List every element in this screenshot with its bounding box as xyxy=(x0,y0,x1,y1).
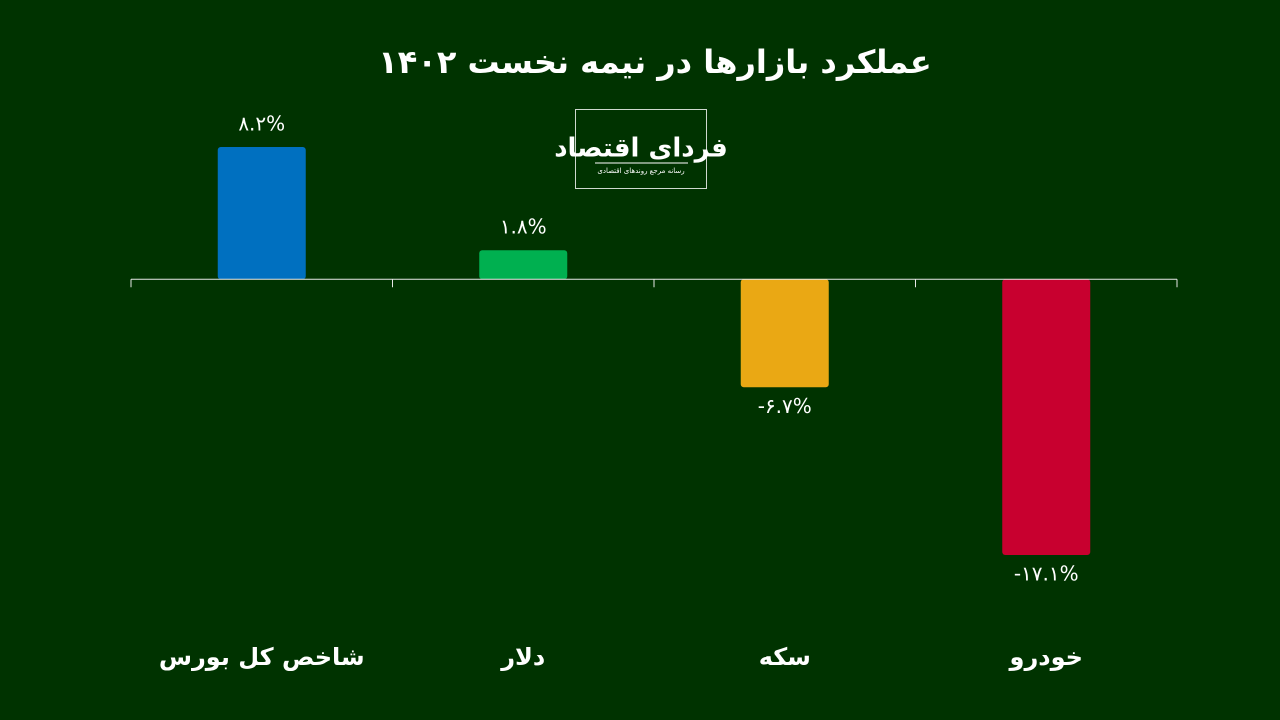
bar xyxy=(1002,279,1091,555)
logo-subtitle: رسانه مرجع روندهای اقتصادی xyxy=(597,167,684,175)
category-label: خودرو xyxy=(1009,643,1083,671)
logo-title: فردای اقتصاد xyxy=(554,134,728,164)
bar xyxy=(479,250,568,280)
value-label: -۱۷.۱% xyxy=(1014,562,1079,586)
value-label: ۱.۸% xyxy=(500,215,547,239)
bar xyxy=(217,147,306,280)
category-label: دلار xyxy=(500,643,545,671)
value-label: -۶.۷% xyxy=(758,394,812,418)
value-label: ۸.۲% xyxy=(238,112,285,136)
category-label: سکه xyxy=(759,643,811,671)
logo-frame xyxy=(575,109,707,189)
bar xyxy=(740,279,829,388)
chart-title: عملکرد بازارها در نیمه نخست ۱۴۰۲ xyxy=(378,43,931,81)
category-label: شاخص کل بورس xyxy=(159,643,365,671)
